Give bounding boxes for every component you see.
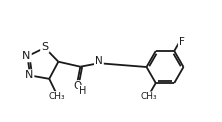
Text: S: S	[41, 42, 48, 52]
Text: F: F	[179, 37, 185, 47]
Text: CH₃: CH₃	[141, 92, 157, 101]
Text: N: N	[22, 51, 31, 61]
Text: N: N	[25, 71, 33, 81]
Text: O: O	[73, 81, 81, 91]
Text: H: H	[79, 86, 86, 96]
Text: O: O	[73, 81, 81, 91]
Text: S: S	[41, 42, 48, 52]
Text: H: H	[79, 86, 86, 96]
Text: N: N	[95, 56, 103, 66]
Text: N: N	[95, 56, 103, 66]
Text: F: F	[179, 37, 185, 47]
Text: CH₃: CH₃	[48, 92, 65, 101]
Text: N: N	[25, 71, 33, 81]
Text: CH₃: CH₃	[48, 92, 65, 101]
Text: N: N	[22, 51, 31, 61]
Text: CH₃: CH₃	[141, 92, 157, 101]
